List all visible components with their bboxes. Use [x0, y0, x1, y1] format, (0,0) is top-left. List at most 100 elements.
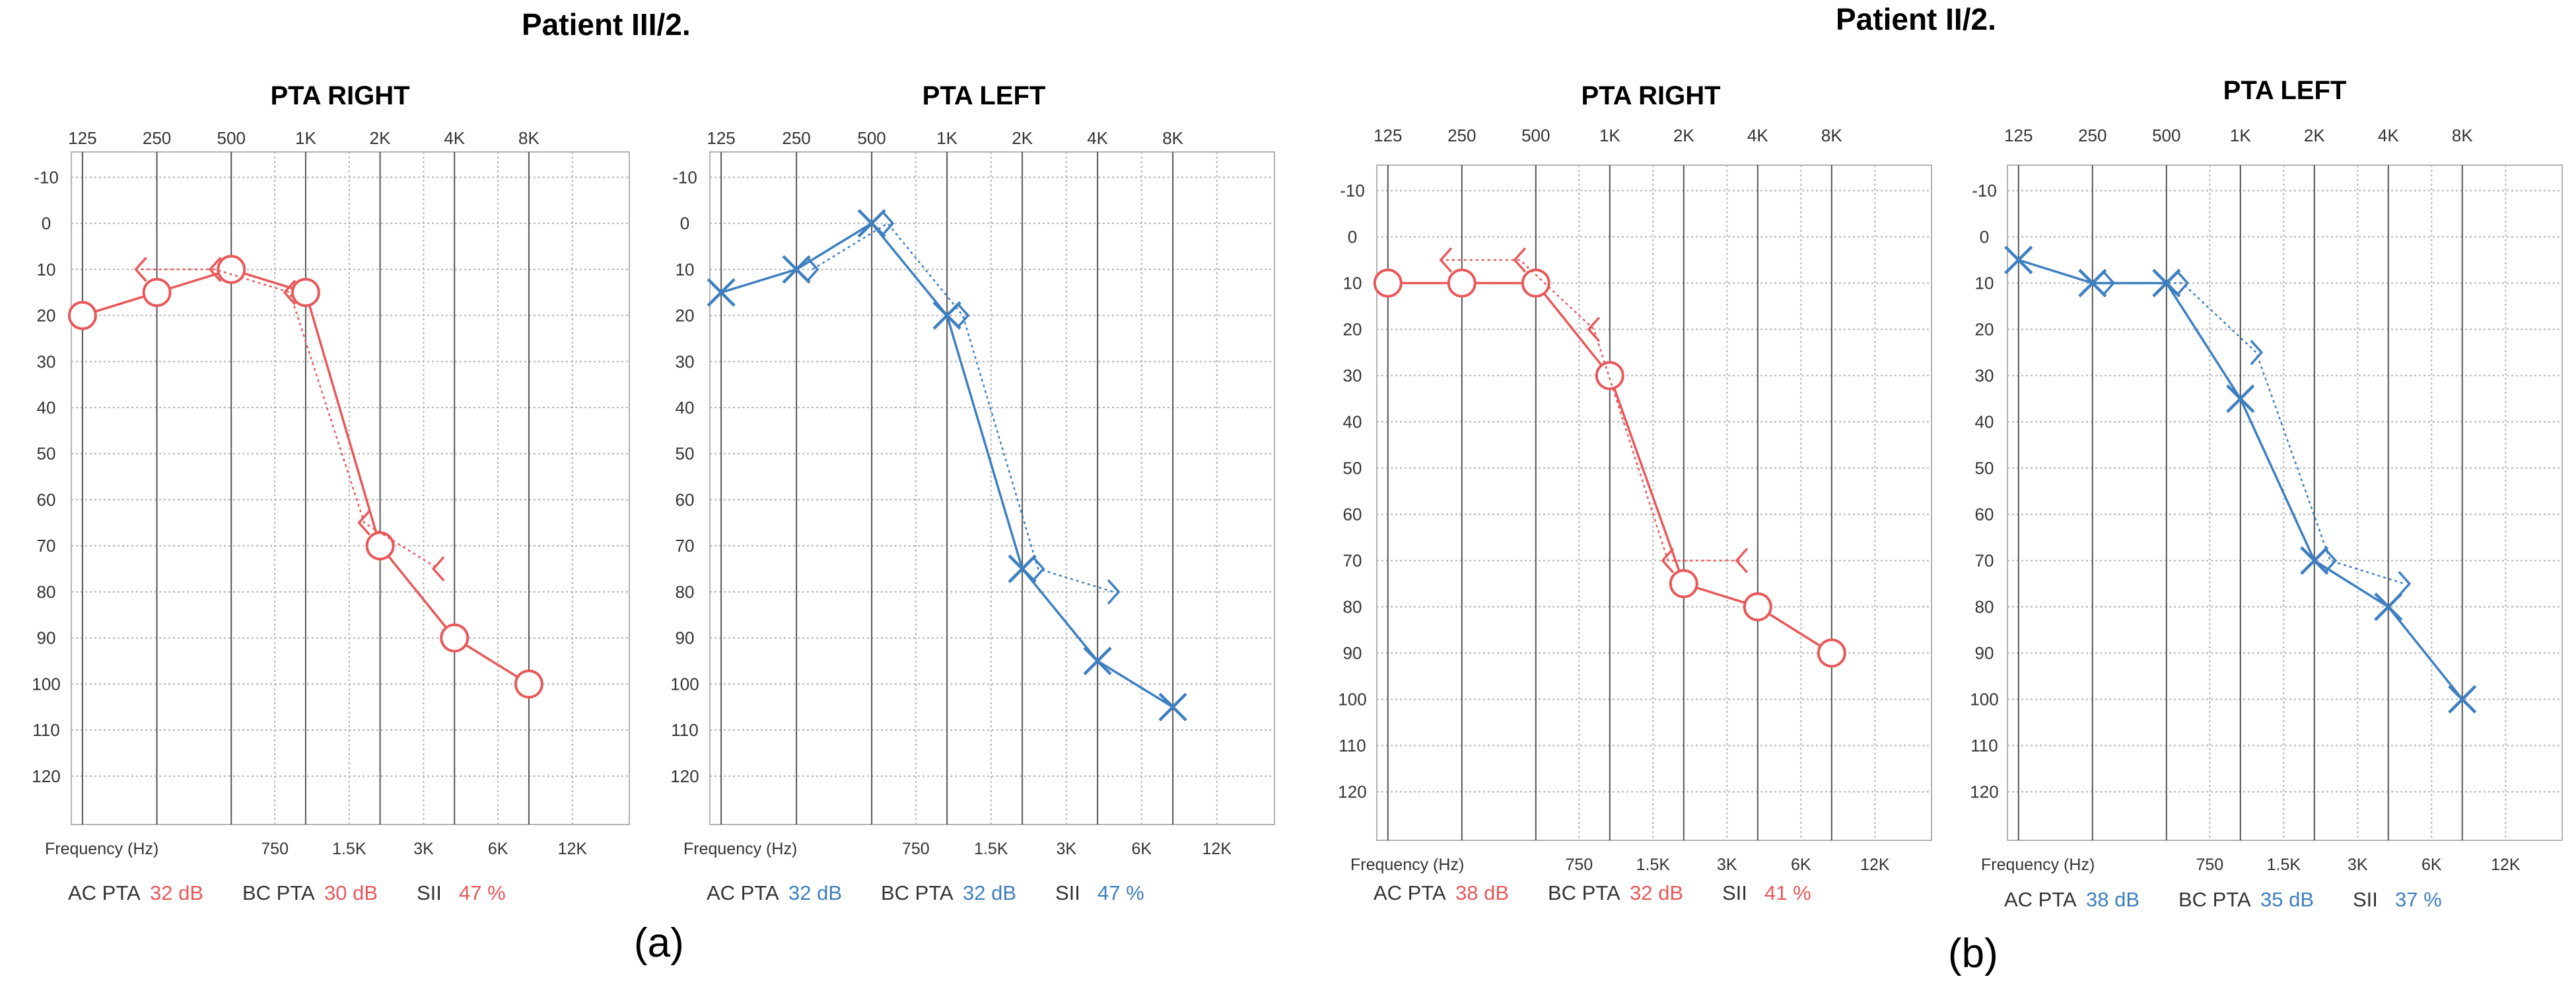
db-tick-label: 120	[1970, 782, 1998, 802]
db-tick-label: 40	[1975, 412, 1994, 432]
bc-bracket-marker	[1513, 247, 1527, 273]
ac-cross-marker	[782, 255, 811, 284]
freq-top-tick-label: 2K	[2304, 126, 2325, 145]
summary-value: 32 dB	[963, 881, 1016, 904]
summary-label: BC PTA	[242, 881, 315, 904]
x-axis-label: Frequency (Hz)	[45, 840, 158, 858]
db-tick-label: 120	[32, 766, 60, 786]
freq-bottom-tick-label: 750	[2196, 856, 2223, 874]
x-axis-label: Frequency (Hz)	[683, 840, 797, 858]
series-line	[812, 222, 1114, 593]
bc-bracket-marker	[1661, 548, 1675, 573]
db-tick-label: 90	[1343, 643, 1362, 663]
freq-bottom-tick-label: 12K	[2491, 856, 2521, 874]
plot-frame	[71, 151, 630, 825]
db-tick-label: 110	[32, 720, 59, 740]
db-tick-label: 80	[1975, 597, 1994, 617]
db-tick-label: 0	[680, 213, 689, 233]
db-tick-label: 90	[37, 628, 56, 648]
summary-value: 32 dB	[150, 881, 203, 904]
db-tick-label: 110	[1339, 736, 1366, 756]
db-tick-label: -10	[672, 167, 697, 187]
x-axis-label: Frequency (Hz)	[1981, 856, 2095, 874]
freq-top-tick-label: 8K	[2452, 126, 2473, 145]
ac-circle-marker	[514, 669, 543, 699]
freq-top-tick-label: 2K	[370, 128, 391, 148]
db-tick-label: 70	[1343, 551, 1362, 571]
ac-circle-marker	[1447, 268, 1477, 298]
bc-bracket-marker	[956, 303, 970, 328]
summary-label: SII	[1722, 881, 1747, 904]
summary-label: AC PTA	[2004, 888, 2077, 911]
audiogram-1: PTA LEFT -10 0 10 20 30 40 50 60 70 80 90 100 110 120 1…	[670, 81, 1275, 904]
bc-bracket-marker	[1031, 556, 1045, 582]
db-tick-label: 50	[1975, 458, 1994, 478]
db-tick-label: 70	[676, 536, 695, 556]
db-tick-label: -10	[1972, 181, 1997, 201]
bc-bracket-marker	[2398, 571, 2412, 597]
db-tick-label: 10	[676, 260, 695, 279]
ac-circle-marker	[1669, 569, 1698, 599]
freq-top-tick-label: 500	[1521, 126, 1550, 145]
db-tick-label: 30	[1975, 366, 1994, 386]
ac-cross-marker	[707, 278, 736, 307]
db-tick-label: 100	[32, 674, 60, 694]
bc-bracket-marker	[431, 556, 445, 582]
db-tick-label: 90	[1975, 643, 1994, 663]
db-tick-label: -10	[1340, 181, 1365, 201]
db-tick-label: 30	[37, 351, 56, 371]
ac-circle-marker	[67, 301, 97, 330]
series-bc	[2102, 270, 2412, 597]
freq-bottom-tick-label: 750	[1565, 856, 1593, 874]
freq-top-tick-label: 1K	[1599, 126, 1620, 145]
summary-label: BC PTA	[2178, 888, 2251, 911]
summary-label: BC PTA	[881, 881, 954, 904]
freq-top-tick-label: 125	[1374, 126, 1402, 145]
freq-top-tick-label: 4K	[444, 128, 465, 148]
chart-title: PTA LEFT	[2223, 76, 2347, 105]
freq-top-tick-label: 8K	[1162, 128, 1183, 148]
plot-frame	[2007, 165, 2563, 841]
bc-bracket-marker	[2324, 548, 2338, 573]
summary-value: 32 dB	[1630, 881, 1683, 904]
db-tick-label: 100	[1970, 690, 1998, 710]
bc-bracket-marker	[806, 256, 819, 282]
summary-value: 35 dB	[2260, 888, 2314, 911]
db-tick-label: 40	[1343, 412, 1362, 432]
db-tick-label: 100	[1338, 690, 1366, 710]
freq-top-tick-label: 2K	[1012, 128, 1033, 148]
freq-top-tick-label: 8K	[1821, 126, 1842, 145]
freq-top-tick-label: 4K	[2378, 126, 2399, 145]
bc-bracket-marker	[881, 210, 895, 237]
db-tick-label: 80	[676, 582, 695, 602]
freq-top-tick-label: 4K	[1747, 126, 1768, 145]
db-tick-label: -10	[34, 167, 59, 187]
db-tick-label: 60	[1975, 505, 1994, 525]
panel-label-b: (b)	[1948, 931, 1998, 976]
db-tick-label: 60	[676, 490, 695, 509]
db-tick-label: 60	[1343, 505, 1362, 525]
bc-bracket-marker	[1439, 247, 1453, 273]
ac-cross-marker	[2300, 546, 2329, 575]
freq-bottom-tick-label: 6K	[1131, 840, 1152, 858]
db-tick-label: 0	[1980, 227, 1989, 247]
freq-top-tick-label: 1K	[295, 128, 316, 148]
ac-circle-marker	[217, 254, 246, 284]
db-tick-label: 10	[1343, 274, 1362, 293]
panel-label-a: (a)	[634, 920, 684, 966]
ac-cross-marker	[1158, 692, 1187, 721]
ac-cross-marker	[2226, 384, 2255, 414]
ac-cross-marker	[1083, 646, 1112, 676]
freq-bottom-tick-label: 6K	[1791, 856, 1811, 874]
series-bc	[1439, 247, 1749, 573]
db-tick-label: 110	[671, 720, 698, 740]
ac-circle-marker	[1373, 268, 1403, 298]
series-line	[141, 268, 439, 570]
db-tick-label: 40	[676, 398, 695, 418]
summary-label: AC PTA	[707, 881, 779, 904]
ac-cross-marker	[2374, 592, 2403, 622]
db-tick-label: 110	[1970, 736, 1998, 756]
ac-circle-marker	[1743, 592, 1772, 622]
freq-top-tick-label: 1K	[936, 128, 957, 148]
